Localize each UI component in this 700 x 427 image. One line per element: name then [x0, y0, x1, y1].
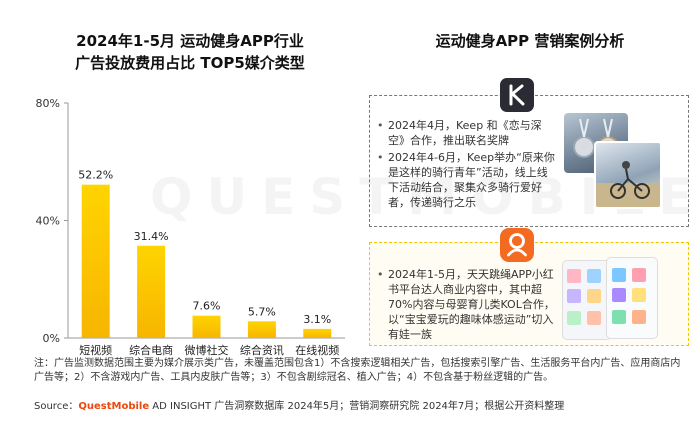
case-list-tiantiantiaosheng: 2024年1-5月，天天跳绳APP小红书平台达人商业内容中，其中超70%内容与母… [376, 267, 558, 342]
bar-value-label: 52.2% [78, 169, 113, 182]
case-card-keep: 2024年4月，Keep 和《恋与深空》合作，推出联名奖牌 2024年4-6月，… [369, 95, 689, 227]
bar [247, 321, 276, 338]
x-tick-label: 综合电商 [129, 343, 173, 357]
y-tick-label: 80% [36, 97, 60, 110]
bar-value-label: 31.4% [134, 230, 169, 243]
xiaohongshu-post-image-2 [606, 257, 658, 339]
y-tick-label: 40% [36, 215, 60, 228]
case-item: 2024年4月，Keep 和《恋与深空》合作，推出联名奖牌 [376, 118, 558, 148]
bar-chart: 0% 40% 80% 52.2% 短视频 31.4% 综合电商 7.6% 微博社交 5.7% 综合资… [36, 97, 345, 357]
bar-value-label: 3.1% [303, 313, 331, 326]
tiantiantiaosheng-logo-icon [500, 228, 534, 262]
questmobile-brand: QuestMobile [78, 401, 150, 412]
footnote: 注：广告监测数据范围主要为媒介展示类广告，未覆盖范围包含1）不含搜索逻辑相关广告… [34, 358, 681, 383]
keep-cycling-event-image [594, 141, 662, 209]
source-prefix: Source： [34, 401, 79, 412]
bar-value-label: 7.6% [193, 300, 221, 313]
case-list-keep: 2024年4月，Keep 和《恋与深空》合作，推出联名奖牌 2024年4-6月，… [376, 118, 558, 210]
bar-value-label: 5.7% [248, 305, 276, 318]
keep-logo-icon [500, 78, 534, 112]
case-item: 2024年4-6月，Keep举办“原来你是这样的骑行青年”活动，线上线下活动结合… [376, 150, 558, 210]
chart-title-line2: 广告投放费用占比 TOP5媒介类型 [75, 54, 305, 72]
case-item: 2024年1-5月，天天跳绳APP小红书平台达人商业内容中，其中超70%内容与母… [376, 267, 558, 342]
x-tick-label: 综合资讯 [240, 343, 284, 357]
xiaohongshu-post-image-1 [562, 260, 612, 340]
bar [81, 184, 110, 338]
x-tick-label: 在线视频 [295, 343, 339, 357]
bar [303, 328, 332, 338]
case-section-title: 运动健身APP 营销案例分析 [435, 32, 625, 50]
chart-title: 2024年1-5月 运动健身APP行业 广告投放费用占比 TOP5媒介类型 [40, 30, 340, 74]
chart-title-line1: 2024年1-5月 运动健身APP行业 [76, 32, 304, 50]
y-tick-label: 0% [43, 332, 60, 345]
bar [192, 315, 221, 338]
x-tick-label: 短视频 [79, 343, 112, 357]
x-tick-label: 微博社交 [185, 343, 229, 357]
bar [137, 245, 166, 338]
source-line: Source：QuestMobile AD INSIGHT 广告洞察数据库 20… [34, 400, 684, 414]
source-text: AD INSIGHT 广告洞察数据库 2024年5月；营销洞察研究院 2024年… [149, 401, 565, 412]
